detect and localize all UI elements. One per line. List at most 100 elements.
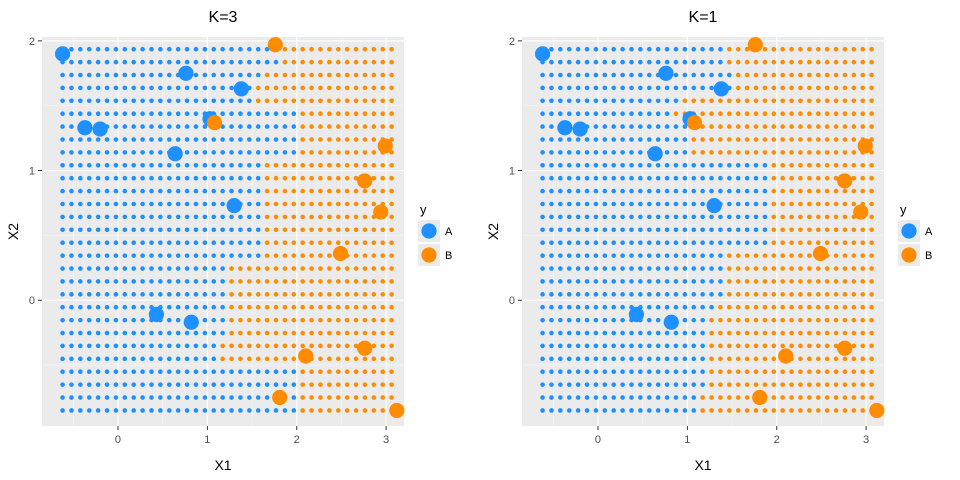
grid-point-A xyxy=(211,266,217,271)
grid-point-A xyxy=(166,395,172,400)
grid-point-B xyxy=(851,382,857,387)
grid-point-A xyxy=(69,227,74,233)
grid-point-A xyxy=(158,201,163,207)
grid-point-B xyxy=(327,395,332,400)
grid-point-A xyxy=(193,46,199,52)
grid-point-B xyxy=(229,317,234,323)
grid-point-A xyxy=(184,214,190,220)
grid-point-A xyxy=(193,201,199,207)
grid-point-B xyxy=(860,317,866,323)
grid-point-A xyxy=(95,85,101,91)
grid-point-A xyxy=(255,72,261,78)
grid-point-A xyxy=(584,227,590,233)
grid-point-A xyxy=(558,266,563,271)
grid-point-A xyxy=(691,279,697,284)
grid-point-A xyxy=(700,46,705,52)
grid-point-A xyxy=(113,175,119,181)
grid-point-A xyxy=(584,188,590,194)
grid-point-A xyxy=(549,175,554,181)
grid-point-A xyxy=(113,124,119,129)
grid-point-B xyxy=(335,201,341,207)
grid-point-A xyxy=(86,201,92,207)
grid-point-A xyxy=(673,369,679,375)
grid-point-A xyxy=(558,343,563,349)
grid-point-B xyxy=(380,317,386,323)
grid-point-A xyxy=(238,163,243,168)
grid-point-A xyxy=(646,317,652,323)
grid-point-B xyxy=(833,317,839,323)
grid-point-B xyxy=(842,266,848,271)
grid-point-A xyxy=(86,356,92,362)
grid-point-A xyxy=(566,240,572,246)
grid-point-A xyxy=(558,382,563,387)
grid-point-B xyxy=(353,292,359,297)
grid-point-A xyxy=(104,46,110,52)
grid-point-B xyxy=(327,85,332,91)
grid-point-B xyxy=(344,343,350,349)
grid-point-A xyxy=(575,395,581,400)
grid-point-B xyxy=(371,188,377,194)
x-tick-label: 2 xyxy=(774,434,780,446)
grid-point-B xyxy=(282,175,288,181)
grid-point-B xyxy=(389,59,394,65)
grid-point-B xyxy=(860,72,866,78)
grid-point-A xyxy=(140,369,145,375)
grid-point-A xyxy=(646,292,652,297)
grid-point-B xyxy=(869,175,874,181)
grid-point-B xyxy=(362,98,368,104)
grid-point-B xyxy=(780,382,785,387)
grid-point-B xyxy=(380,395,386,400)
grid-point-A xyxy=(78,317,83,323)
grid-point-B xyxy=(798,124,803,129)
grid-point-A xyxy=(655,59,661,65)
grid-point-A xyxy=(78,266,83,271)
grid-point-A xyxy=(166,382,172,387)
grid-point-A xyxy=(113,188,119,194)
grid-point-A xyxy=(620,395,625,400)
training-point-A xyxy=(713,81,729,97)
grid-point-A xyxy=(122,253,128,258)
grid-point-A xyxy=(247,408,252,413)
grid-point-B xyxy=(273,317,279,323)
grid-point-A xyxy=(69,214,74,220)
grid-point-A xyxy=(655,343,661,349)
grid-point-B xyxy=(380,98,386,104)
grid-point-A xyxy=(193,343,199,349)
grid-point-A xyxy=(69,124,74,129)
grid-point-B xyxy=(309,343,314,349)
grid-point-A xyxy=(673,382,679,387)
grid-point-B xyxy=(727,395,732,400)
grid-point-A xyxy=(549,266,554,271)
grid-point-A xyxy=(744,240,750,246)
grid-point-B xyxy=(735,46,741,52)
grid-point-A xyxy=(158,369,163,375)
grid-point-A xyxy=(211,317,217,323)
grid-point-A xyxy=(602,72,608,78)
grid-point-B xyxy=(869,214,874,220)
grid-point-A xyxy=(718,46,723,52)
grid-point-A xyxy=(638,227,643,233)
training-point-A xyxy=(534,46,551,62)
grid-point-B xyxy=(327,137,332,142)
grid-point-A xyxy=(593,317,599,323)
grid-point-A xyxy=(202,175,208,181)
grid-point-B xyxy=(753,292,759,297)
grid-point-A xyxy=(104,408,110,413)
grid-point-B xyxy=(798,163,803,168)
grid-point-B xyxy=(771,279,777,284)
grid-point-A xyxy=(282,111,288,116)
grid-point-A xyxy=(664,356,670,362)
grid-point-B xyxy=(833,227,839,233)
grid-point-B xyxy=(735,137,741,142)
grid-point-A xyxy=(620,175,625,181)
grid-point-A xyxy=(638,330,643,336)
grid-point-A xyxy=(602,408,608,413)
grid-point-A xyxy=(122,279,128,284)
grid-point-B xyxy=(860,124,866,129)
grid-point-B xyxy=(291,98,297,104)
grid-point-A xyxy=(86,214,92,220)
grid-point-B xyxy=(815,175,821,181)
grid-point-A xyxy=(655,188,661,194)
grid-point-B xyxy=(860,85,866,91)
grid-point-A xyxy=(122,408,128,413)
